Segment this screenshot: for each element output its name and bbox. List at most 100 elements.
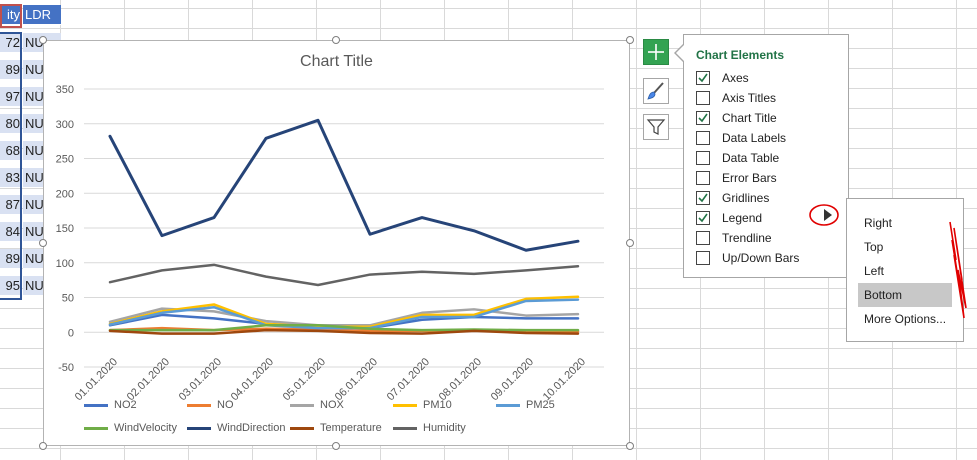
option-label: Data Labels <box>722 131 787 145</box>
chart-element-option[interactable]: Up/Down Bars <box>696 248 799 268</box>
legend-entry[interactable]: NOX <box>290 399 344 411</box>
x-tick-label: 08.01.2020 <box>437 356 484 403</box>
series-line-temperature[interactable] <box>108 328 580 335</box>
plot-area: -50 0 50 100 150 200 250 300 350 01.01.2020 02.01.… <box>56 84 604 403</box>
legend-label: NO <box>217 399 234 411</box>
chart-elements-button[interactable] <box>643 39 669 65</box>
resize-handle-mr[interactable] <box>626 239 634 247</box>
legend-swatch <box>496 403 520 407</box>
chart-element-option[interactable]: Data Table <box>696 148 779 168</box>
checkmark-icon <box>698 213 708 223</box>
plus-icon <box>648 44 664 60</box>
x-tick-label: 05.01.2020 <box>281 356 328 403</box>
data-cell[interactable]: 83 <box>0 168 22 188</box>
legend-swatch <box>187 403 211 407</box>
chart-filters-button[interactable] <box>643 114 669 140</box>
data-cell[interactable]: 68 <box>0 141 22 161</box>
header-cell[interactable]: LDR <box>23 5 61 25</box>
legend-entry[interactable]: WindVelocity <box>84 422 177 434</box>
option-label: Axis Titles <box>722 91 777 105</box>
resize-handle-br[interactable] <box>626 442 634 450</box>
checkmark-icon <box>698 113 708 123</box>
option-label: Legend <box>722 211 763 225</box>
legend-label: WindVelocity <box>114 422 177 434</box>
checkbox-checked[interactable] <box>696 191 710 205</box>
red-annotation-circle <box>809 204 839 226</box>
resize-handle-tm[interactable] <box>332 36 340 44</box>
data-cell[interactable]: 89 <box>0 249 22 269</box>
checkbox-unchecked[interactable] <box>696 91 710 105</box>
data-cell[interactable]: 87 <box>0 195 22 215</box>
header-cell[interactable]: ity <box>0 5 22 25</box>
resize-handle-tl[interactable] <box>39 36 47 44</box>
data-cell[interactable]: 84 <box>0 222 22 242</box>
chart-title[interactable]: Chart Title <box>300 53 373 70</box>
legend-entry[interactable]: PM25 <box>496 399 555 411</box>
resize-handle-ml[interactable] <box>39 239 47 247</box>
x-tick-label: 01.01.2020 <box>73 356 120 403</box>
option-label: Gridlines <box>722 191 770 205</box>
legend-swatch <box>84 403 108 407</box>
x-tick-label: 02.01.2020 <box>125 356 172 403</box>
chart-element-option[interactable]: Axis Titles <box>696 88 776 108</box>
chart-element-option[interactable]: Data Labels <box>696 128 786 148</box>
legend-entry[interactable]: Temperature <box>290 422 382 434</box>
submenu-item-right[interactable]: Right <box>864 216 893 230</box>
resize-handle-bl[interactable] <box>39 442 47 450</box>
brush-icon <box>647 82 664 100</box>
submenu-item-bottom[interactable]: Bottom <box>858 283 952 307</box>
option-label: Up/Down Bars <box>722 251 800 265</box>
checkbox-unchecked[interactable] <box>696 131 710 145</box>
data-cell[interactable]: 72 <box>0 33 22 53</box>
submenu-item-top[interactable]: Top <box>864 240 884 254</box>
checkbox-checked[interactable] <box>696 71 710 85</box>
checkbox-unchecked[interactable] <box>696 171 710 185</box>
option-label: Error Bars <box>722 171 777 185</box>
legend-entry[interactable]: NO2 <box>84 399 137 411</box>
chart-element-option[interactable]: Trendline <box>696 228 772 248</box>
chart-element-option[interactable]: Axes <box>696 68 749 88</box>
data-cell[interactable]: 97 <box>0 87 22 107</box>
checkbox-checked[interactable] <box>696 211 710 225</box>
submenu-item-left[interactable]: Left <box>864 264 885 278</box>
panel-pointer-inner <box>676 45 684 61</box>
chart-element-option[interactable]: Chart Title <box>696 108 777 128</box>
x-tick-label: 03.01.2020 <box>177 356 224 403</box>
chart-element-option[interactable]: Legend <box>696 208 762 228</box>
legend-entry[interactable]: WindDirection <box>187 422 285 434</box>
y-tick-label: 250 <box>56 154 74 166</box>
data-cell[interactable]: 95 <box>0 276 22 296</box>
data-cell[interactable]: 80 <box>0 114 22 134</box>
legend-submenu-arrow-icon[interactable] <box>824 209 832 221</box>
checkbox-checked[interactable] <box>696 111 710 125</box>
series-line-humidity[interactable] <box>108 263 580 287</box>
legend-label: NOX <box>320 399 344 411</box>
y-tick-label: 0 <box>68 327 74 339</box>
legend-entry[interactable]: NO <box>187 399 234 411</box>
checkbox-unchecked[interactable] <box>696 231 710 245</box>
chart-area[interactable]: Chart Title -50 0 50 100 150 200 250 300 350 01.0… <box>43 40 630 446</box>
legend-label: NO2 <box>114 399 137 411</box>
option-label: Axes <box>722 71 749 85</box>
x-tick-label: 09.01.2020 <box>489 356 536 403</box>
series-line-winddirection[interactable] <box>108 118 580 252</box>
resize-handle-bm[interactable] <box>332 442 340 450</box>
checkbox-unchecked[interactable] <box>696 151 710 165</box>
data-cell[interactable]: 89 <box>0 60 22 80</box>
y-tick-label: 50 <box>62 293 74 305</box>
chart-element-option[interactable]: Gridlines <box>696 188 769 208</box>
chart-styles-button[interactable] <box>643 78 669 104</box>
checkbox-unchecked[interactable] <box>696 251 710 265</box>
y-tick-label: 200 <box>56 188 74 200</box>
legend-swatch <box>290 403 314 407</box>
legend-label: Humidity <box>423 422 466 434</box>
series-line-windvelocity[interactable] <box>108 324 580 332</box>
selection-outline <box>0 32 22 300</box>
panel-title: Chart Elements <box>696 48 785 62</box>
legend-entry[interactable]: Humidity <box>393 422 466 434</box>
legend-entry[interactable]: PM10 <box>393 399 452 411</box>
resize-handle-tr[interactable] <box>626 36 634 44</box>
y-tick-label: 300 <box>56 119 74 131</box>
submenu-item-moreoptions[interactable]: More Options... <box>864 312 947 326</box>
chart-element-option[interactable]: Error Bars <box>696 168 777 188</box>
